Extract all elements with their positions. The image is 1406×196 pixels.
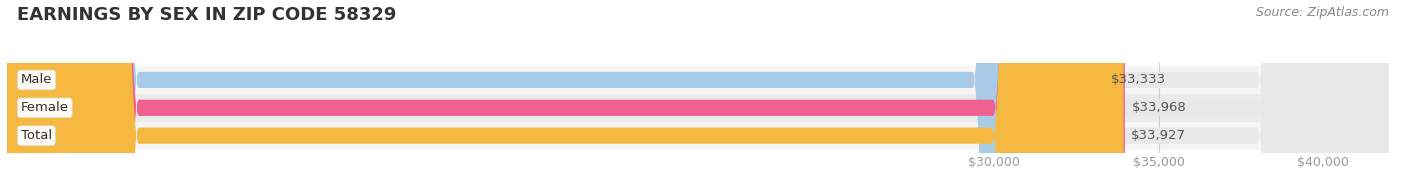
Text: $33,968: $33,968 [1132, 101, 1187, 114]
Text: Source: ZipAtlas.com: Source: ZipAtlas.com [1256, 6, 1389, 19]
Bar [7, 94, 1389, 122]
FancyBboxPatch shape [7, 0, 1123, 196]
Bar [7, 122, 1389, 150]
FancyBboxPatch shape [7, 0, 1125, 196]
Bar [7, 66, 1389, 94]
Text: Female: Female [21, 101, 69, 114]
Text: Male: Male [21, 74, 52, 86]
Text: Total: Total [21, 129, 52, 142]
FancyBboxPatch shape [7, 0, 1104, 196]
FancyBboxPatch shape [7, 0, 1389, 196]
Text: $33,333: $33,333 [1111, 74, 1166, 86]
Text: $33,927: $33,927 [1130, 129, 1185, 142]
Text: EARNINGS BY SEX IN ZIP CODE 58329: EARNINGS BY SEX IN ZIP CODE 58329 [17, 6, 396, 24]
FancyBboxPatch shape [7, 0, 1389, 196]
FancyBboxPatch shape [7, 0, 1389, 196]
